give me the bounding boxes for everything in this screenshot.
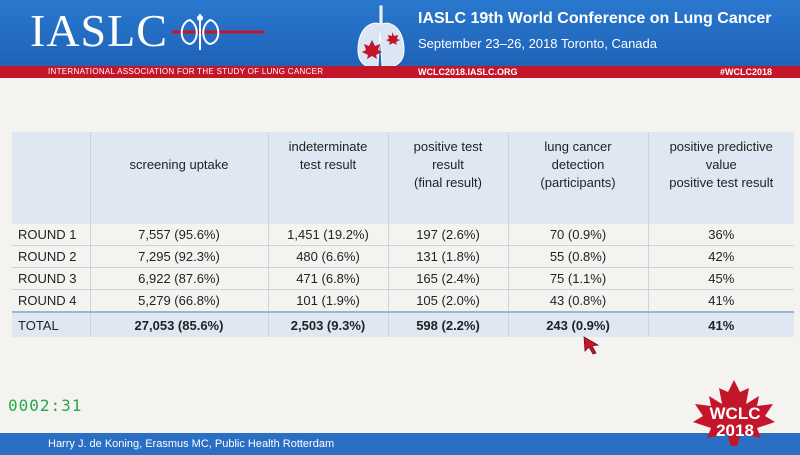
round-label: ROUND 1 xyxy=(12,224,90,246)
indeterminate-cell: 480 (6.6%) xyxy=(267,245,388,268)
table-row: ROUND 1 7,557 (95.6%) 1,451 (19.2%) 197 … xyxy=(12,224,794,246)
table-header-row: screening uptake indeterminate test resul… xyxy=(12,132,794,224)
indeterminate-cell: 101 (1.9%) xyxy=(267,289,388,313)
positive-test-cell: 131 (1.8%) xyxy=(387,245,508,268)
association-bar: INTERNATIONAL ASSOCIATION FOR THE STUDY … xyxy=(0,66,800,78)
table-row: ROUND 3 6,922 (87.6%) 471 (6.8%) 165 (2.… xyxy=(12,267,794,290)
conference-dates: September 23–26, 2018 Toronto, Canada xyxy=(418,36,657,51)
ppv-cell: 36% xyxy=(647,224,794,246)
column-header-screening-uptake: screening uptake xyxy=(89,132,268,224)
maple-leaf-badge-icon xyxy=(693,380,775,446)
lung-cancer-detection-cell: 55 (0.8%) xyxy=(507,245,648,268)
conference-hashtag: #WCLC2018 xyxy=(720,67,773,77)
table-row: ROUND 4 5,279 (66.8%) 101 (1.9%) 105 (2.… xyxy=(12,289,794,313)
total-ppv: 41% xyxy=(647,311,794,337)
total-indeterminate: 2,503 (9.3%) xyxy=(267,311,388,337)
column-header-round xyxy=(12,132,90,224)
indeterminate-cell: 1,451 (19.2%) xyxy=(267,224,388,246)
total-screening-uptake: 27,053 (85.6%) xyxy=(89,311,268,337)
footer-bar: Harry J. de Koning, Erasmus MC, Public H… xyxy=(0,433,800,455)
mouse-pointer-icon xyxy=(583,336,600,355)
screening-uptake-cell: 7,295 (92.3%) xyxy=(89,245,268,268)
round-label: ROUND 2 xyxy=(12,245,90,268)
total-label: TOTAL xyxy=(12,311,90,337)
screening-uptake-cell: 5,279 (66.8%) xyxy=(89,289,268,313)
round-label: ROUND 4 xyxy=(12,289,90,313)
column-header-lung-cancer-detection: lung cancer detection (participants) xyxy=(507,132,648,224)
positive-test-cell: 165 (2.4%) xyxy=(387,267,508,290)
total-lung-cancer-detection: 243 (0.9%) xyxy=(507,311,648,337)
total-positive-test: 598 (2.2%) xyxy=(387,311,508,337)
lung-cancer-detection-cell: 70 (0.9%) xyxy=(507,224,648,246)
table-row: ROUND 2 7,295 (92.3%) 480 (6.6%) 131 (1.… xyxy=(12,245,794,268)
association-name: INTERNATIONAL ASSOCIATION FOR THE STUDY … xyxy=(48,67,324,76)
positive-test-cell: 197 (2.6%) xyxy=(387,224,508,246)
iaslc-logo: IASLC xyxy=(30,5,168,56)
column-header-indeterminate: indeterminate test result xyxy=(267,132,388,224)
total-row: TOTAL 27,053 (85.6%) 2,503 (9.3%) 598 (2… xyxy=(12,311,794,337)
lung-maple-leaf-icon xyxy=(357,5,405,68)
ppv-cell: 42% xyxy=(647,245,794,268)
screening-uptake-cell: 6,922 (87.6%) xyxy=(89,267,268,290)
conference-title: IASLC 19th World Conference on Lung Canc… xyxy=(418,10,772,27)
ppv-cell: 41% xyxy=(647,289,794,313)
screening-results-table: screening uptake indeterminate test resul… xyxy=(12,132,794,337)
column-header-positive-predictive-value: positive predictive value positive test re… xyxy=(647,132,794,224)
conference-header: IASLC IASLC 19th World Conference on Lun… xyxy=(0,0,800,68)
conference-url: WCLC2018.IASLC.ORG xyxy=(418,67,518,77)
ppv-cell: 45% xyxy=(647,267,794,290)
presenter-credit: Harry J. de Koning, Erasmus MC, Public H… xyxy=(48,438,335,450)
wclc-badge-text: WCLC 2018 xyxy=(709,404,761,440)
screening-uptake-cell: 7,557 (95.6%) xyxy=(89,224,268,246)
indeterminate-cell: 471 (6.8%) xyxy=(267,267,388,290)
column-header-positive-test: positive test result (final result) xyxy=(387,132,508,224)
round-label: ROUND 3 xyxy=(12,267,90,290)
positive-test-cell: 105 (2.0%) xyxy=(387,289,508,313)
lung-cancer-detection-cell: 75 (1.1%) xyxy=(507,267,648,290)
video-timecode: 0002:31 xyxy=(8,396,83,415)
lung-caduceus-icon xyxy=(172,14,264,50)
lung-cancer-detection-cell: 43 (0.8%) xyxy=(507,289,648,313)
